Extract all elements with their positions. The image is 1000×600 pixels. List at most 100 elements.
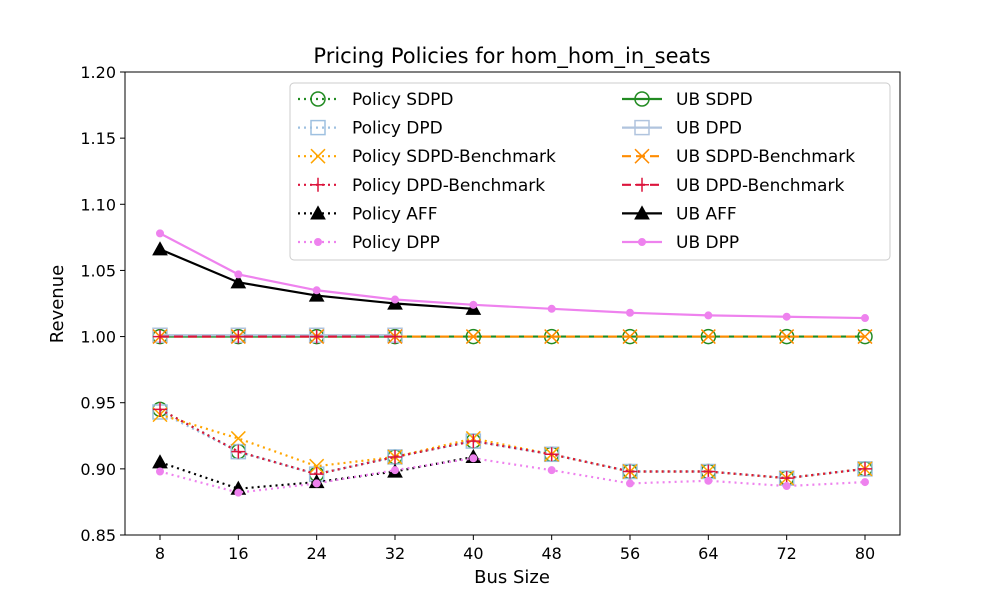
- y-tick-label: 1.15: [80, 129, 116, 148]
- data-point-policy-aff: [152, 454, 168, 469]
- series-line-ub-dpp: [159, 232, 866, 320]
- data-point-ub-sdpd: [465, 328, 482, 345]
- series-ub-dpd-benchmark: [153, 329, 402, 344]
- data-point-policy-sdpd-benchmark: [309, 458, 325, 474]
- data-point-ub-sdpd-benchmark: [779, 329, 795, 345]
- legend-marker: [634, 205, 650, 220]
- data-point-policy-dpd-benchmark: [388, 449, 402, 464]
- data-point-policy-dpp: [312, 479, 321, 488]
- legend-marker: [310, 119, 326, 136]
- y-tick-label: 0.90: [80, 460, 116, 479]
- data-point-ub-sdpd-benchmark: [465, 329, 481, 345]
- series-policy-dpd-benchmark: [153, 402, 872, 486]
- y-axis-label: Revenue: [47, 265, 68, 343]
- plot-area: [152, 229, 873, 497]
- series-policy-sdpd-benchmark: [152, 407, 873, 486]
- series-ub-dpp: [156, 229, 869, 323]
- x-axis-label: Bus Size: [474, 567, 550, 588]
- data-point-policy-dpp: [391, 466, 399, 475]
- data-point-ub-dpd-benchmark: [231, 329, 246, 344]
- x-tick-label: 72: [776, 544, 796, 563]
- legend-marker: [634, 119, 650, 136]
- data-point-policy-dpd-benchmark: [544, 447, 559, 462]
- x-tick-label: 24: [306, 544, 326, 563]
- legend-marker: [310, 148, 326, 164]
- series-policy-dpp: [156, 454, 869, 497]
- legend-entry-policy-dpp: Policy DPP: [298, 233, 440, 253]
- series-line-policy-dpd-benchmark: [159, 408, 866, 480]
- legend-label: UB AFF: [676, 204, 737, 224]
- legend-entry-ub-dpd: UB DPD: [622, 119, 742, 139]
- legend-entry-policy-sdpd-benchmark: Policy SDPD-Benchmark: [298, 147, 556, 167]
- legend-entry-ub-dpd-benchmark: UB DPD-Benchmark: [622, 176, 844, 196]
- legend-entry-policy-dpd-benchmark: Policy DPD-Benchmark: [298, 176, 545, 196]
- legend-marker: [635, 177, 649, 192]
- data-point-ub-sdpd-benchmark: [622, 329, 638, 345]
- data-point-ub-dpp: [234, 270, 243, 279]
- legend-marker: [638, 238, 646, 246]
- legend-entry-ub-sdpd-benchmark: UB SDPD-Benchmark: [622, 147, 855, 167]
- data-point-policy-dpp: [156, 467, 164, 476]
- x-tick-label: 8: [155, 544, 165, 563]
- x-tick-label: 32: [385, 544, 405, 563]
- legend-label: Policy DPD: [352, 119, 443, 139]
- legend-entry-policy-sdpd: Policy SDPD: [298, 90, 454, 110]
- legend-entry-policy-dpd: Policy DPD: [298, 119, 443, 139]
- series-ub-dpd: [152, 327, 403, 343]
- series-line-policy-aff: [159, 455, 474, 490]
- data-point-ub-dpp: [156, 229, 164, 238]
- x-tick-label: 64: [698, 544, 718, 563]
- legend-entry-ub-dpp: UB DPP: [622, 233, 739, 253]
- series-policy-sdpd: [152, 401, 873, 486]
- legend-label: UB SDPD: [676, 90, 753, 110]
- y-tick-label: 1.10: [80, 195, 116, 214]
- y-tick-label: 0.95: [80, 394, 116, 413]
- legend-marker: [634, 148, 650, 164]
- legend-marker: [310, 205, 326, 220]
- legend-label: UB SDPD-Benchmark: [676, 147, 855, 167]
- data-point-ub-aff: [230, 274, 247, 289]
- legend-marker: [634, 91, 650, 107]
- data-point-policy-dpd-benchmark: [858, 461, 872, 476]
- x-tick-label: 56: [620, 544, 640, 563]
- legend-marker: [314, 238, 322, 246]
- data-point-ub-dpp: [469, 300, 478, 309]
- legend-label: UB DPP: [676, 233, 739, 253]
- data-point-ub-sdpd-benchmark: [857, 329, 873, 345]
- series-line-policy-sdpd: [159, 408, 866, 480]
- x-tick-label: 80: [855, 544, 875, 563]
- data-point-policy-dpd-benchmark: [623, 464, 637, 479]
- legend: Policy SDPD Policy DPD Policy SDPD-Benchma…: [289, 82, 891, 261]
- axes: 8 16 24 32 40 48 56 64 72 80 0.85 0.90 0.95 1.00 1.05 1…: [80, 63, 901, 563]
- legend-entry-ub-aff: UB AFF: [622, 204, 737, 224]
- legend-label: UB DPD: [676, 119, 742, 139]
- legend-label: UB DPD-Benchmark: [676, 176, 844, 196]
- data-point-ub-dpp: [312, 286, 321, 295]
- data-point-policy-dpp: [626, 479, 634, 488]
- data-point-ub-dpd-benchmark: [388, 329, 402, 344]
- y-tick-label: 1.00: [80, 328, 116, 347]
- data-point-policy-dpp: [547, 466, 556, 475]
- data-point-ub-dpp: [704, 311, 713, 320]
- data-point-ub-dpp: [626, 308, 634, 317]
- data-point-policy-dpp: [704, 476, 713, 485]
- data-point-ub-dpd-benchmark: [153, 329, 167, 344]
- legend-entry-policy-aff: Policy AFF: [298, 204, 438, 224]
- data-point-ub-sdpd: [857, 328, 873, 345]
- legend-box: [289, 82, 891, 261]
- data-point-ub-aff: [308, 287, 325, 302]
- data-point-ub-dpp: [782, 312, 791, 321]
- data-point-ub-sdpd-benchmark: [544, 329, 560, 345]
- data-point-policy-dpd-benchmark: [231, 444, 246, 459]
- series-line-policy-dpd: [159, 410, 866, 480]
- legend-label: Policy SDPD: [352, 90, 454, 110]
- data-point-policy-dpp: [469, 454, 478, 463]
- data-point-ub-dpd-benchmark: [309, 329, 324, 344]
- legend-label: Policy DPP: [352, 233, 440, 253]
- data-point-policy-dpd-benchmark: [153, 402, 167, 417]
- data-point-ub-dpp: [861, 314, 869, 323]
- x-tick-label: 48: [541, 544, 561, 563]
- data-point-ub-dpp: [547, 304, 556, 313]
- legend-marker: [311, 177, 325, 192]
